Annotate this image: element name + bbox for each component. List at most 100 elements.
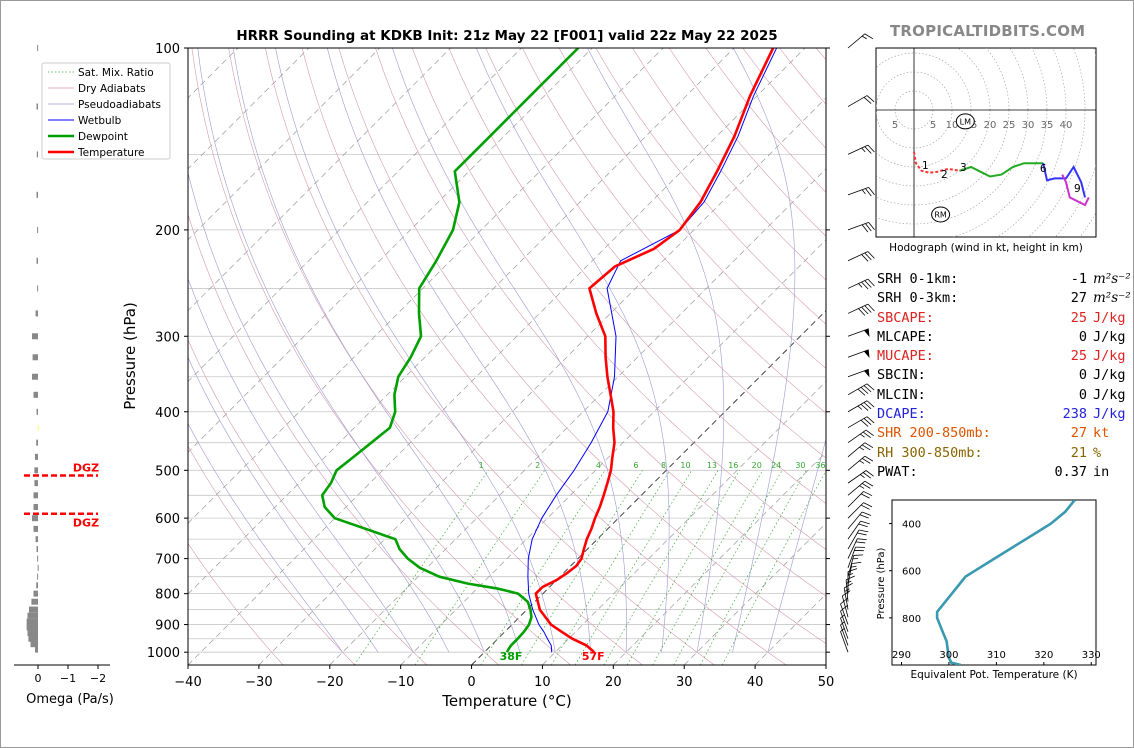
barb-staff	[847, 455, 866, 471]
moist-adiabat	[275, 48, 556, 653]
mixing-ratio-line	[603, 470, 719, 665]
y-tick-label: 300	[155, 330, 180, 345]
storm-motion-marker	[931, 206, 951, 223]
omega-bar	[34, 467, 38, 474]
y-tick-label: 1000	[147, 646, 180, 661]
barb-full	[864, 252, 872, 261]
x-axis-label: Temperature (°C)	[441, 692, 571, 710]
wind-barb	[847, 368, 870, 378]
hodograph-height-label: 6	[1040, 163, 1047, 175]
barb-full	[860, 387, 869, 394]
barb-staff	[847, 144, 869, 155]
barb-staff	[847, 538, 858, 559]
barb-full	[862, 431, 872, 439]
wind-barb	[847, 95, 875, 107]
wind-barb	[847, 538, 867, 559]
wind-barb	[847, 561, 862, 586]
param-row: PWAT: 0.37 in	[877, 463, 1131, 482]
y-tick-label: 900	[155, 619, 180, 634]
y-tick-label: 800	[155, 588, 180, 603]
dry-adiabat	[448, 48, 826, 504]
omega-bar	[26, 618, 38, 625]
barb-full	[866, 383, 875, 391]
barb-half	[861, 147, 866, 153]
isotherm	[329, 168, 826, 665]
dry-adiabat	[375, 48, 826, 597]
barb-full	[861, 444, 871, 451]
hodograph-height-label: 3	[960, 162, 967, 174]
wind-barb	[847, 491, 873, 508]
mixing-ratio-line	[550, 470, 671, 665]
barb-full	[854, 550, 864, 552]
param-label: SBCAPE:	[877, 309, 934, 326]
x-tick-label: 40	[747, 675, 764, 690]
dgz-label: DGZ	[73, 517, 99, 530]
barb-full	[851, 561, 862, 565]
omega-bar	[36, 257, 38, 264]
barb-full	[861, 254, 869, 262]
wind-barb	[847, 429, 874, 443]
theta-x-tick-label: 330	[1082, 650, 1101, 661]
param-label: MLCIN:	[877, 386, 926, 403]
omega-bar	[34, 480, 38, 487]
omega-bar	[35, 453, 38, 460]
barb-half	[859, 460, 865, 464]
moist-adiabat	[197, 48, 485, 653]
wind-barb	[847, 416, 875, 429]
moist-adiabat	[476, 48, 670, 653]
barb-staff	[847, 529, 860, 550]
wind-barb	[847, 186, 875, 197]
wind-barb	[847, 33, 874, 49]
theta-e-panel: 290 300 310 320 330 400 600 800 Equivalent Pot. …	[876, 499, 1101, 681]
dry-adiabat	[338, 48, 826, 644]
barb-staff	[847, 470, 867, 484]
wind-barb	[847, 328, 870, 337]
barb-staff	[847, 95, 868, 107]
temperature-line	[534, 48, 775, 654]
barb-staff	[847, 33, 866, 49]
plot-border	[187, 47, 827, 666]
omega-bar	[36, 439, 38, 446]
mixing-ratio-line	[414, 470, 545, 665]
barb-full	[867, 303, 875, 312]
x-tick-label: 30	[676, 675, 693, 690]
barb-staff	[847, 511, 863, 530]
barb-full	[860, 504, 870, 510]
theta-y-tick-label: 800	[902, 614, 921, 625]
barb-full	[858, 308, 866, 316]
hodograph-trace	[913, 151, 960, 174]
isotherm	[613, 451, 826, 665]
param-value: 0	[1078, 328, 1087, 345]
moist-adiabat	[188, 171, 450, 653]
barb-flag	[863, 328, 870, 337]
barb-half	[840, 614, 845, 619]
param-unit: J/kg	[1093, 406, 1126, 423]
barb-full	[860, 419, 869, 427]
wind-barb	[847, 470, 874, 484]
wind-barbs	[840, 33, 875, 653]
barb-full	[866, 95, 875, 103]
omega-bar	[32, 354, 38, 361]
omega-bar	[36, 151, 38, 158]
x-tick-label: −10	[387, 675, 414, 690]
y-tick-label: 100	[155, 42, 180, 57]
hodograph-ring-label: 5	[892, 120, 898, 131]
hodograph-plot: 551015202530354012369LMRM	[876, 48, 1096, 237]
legend: Sat. Mix. Ratio Dry Adiabats Pseudoadiabat…	[41, 62, 171, 160]
dry-adiabat	[522, 48, 826, 414]
isotherm	[258, 97, 826, 665]
omega-bar	[35, 646, 38, 653]
wind-barb	[847, 520, 870, 540]
mixing-ratio-line	[521, 470, 643, 665]
param-label: PWAT:	[877, 463, 918, 480]
param-row: MLCIN: 0 J/kg	[877, 386, 1131, 405]
moist-adiabat	[188, 423, 343, 653]
legend-label: Dry Adiabats	[78, 83, 146, 95]
barb-flag	[863, 369, 870, 378]
hodograph-height-label: 1	[922, 160, 929, 172]
barb-half	[852, 558, 859, 560]
wind-barb	[840, 597, 849, 625]
mixing-ratio-line	[652, 470, 764, 665]
barb-full	[858, 523, 868, 528]
y-tick-label: 700	[155, 553, 180, 568]
